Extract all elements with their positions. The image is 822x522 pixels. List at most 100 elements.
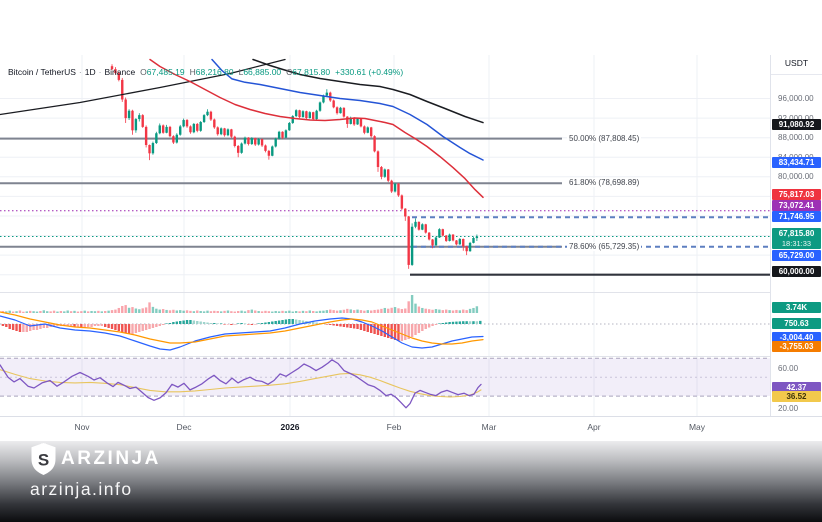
- candle-body: [274, 138, 277, 147]
- volume-bar: [445, 309, 448, 313]
- macd-histogram-bar: [18, 324, 22, 332]
- candle-body: [414, 221, 417, 227]
- price-chip: 60,000.00: [772, 265, 821, 277]
- macd-histogram-bar: [161, 324, 165, 325]
- macd-histogram-bar: [441, 323, 444, 324]
- macd-histogram-bar: [342, 324, 346, 327]
- candle-body: [179, 126, 182, 135]
- volume-bar: [472, 307, 475, 313]
- macd-histogram-bar: [468, 321, 472, 324]
- volume-bar: [417, 306, 421, 313]
- candle-body: [448, 234, 451, 241]
- price-axis[interactable]: USDT 96,000.0092,000.0088,000.0084,000.0…: [770, 55, 822, 416]
- macd-histogram-bar: [274, 321, 277, 324]
- volume-bar: [380, 308, 383, 313]
- candle-body: [294, 110, 298, 117]
- macd-histogram-bar: [127, 324, 131, 334]
- macd-histogram-bar: [223, 324, 226, 325]
- volume-bar: [59, 311, 63, 313]
- candle-body: [219, 128, 223, 135]
- candle-body: [291, 116, 294, 123]
- candle-body: [318, 102, 322, 111]
- price-chip: 36.52: [772, 390, 821, 402]
- currency-toggle[interactable]: USDT: [771, 58, 822, 75]
- volume-bar: [236, 311, 240, 313]
- price-chip: 71,746.95: [772, 211, 821, 222]
- macd-signal-line: [0, 311, 484, 345]
- candle-body: [410, 226, 414, 265]
- volume-bar: [410, 295, 414, 313]
- candle-body: [257, 139, 260, 145]
- candle-body: [312, 112, 315, 120]
- ma_blue: [211, 58, 484, 161]
- macd-histogram-bar: [247, 324, 250, 325]
- macd-histogram-bar: [206, 322, 209, 324]
- volume-bar: [301, 310, 305, 313]
- macd-histogram-bar: [86, 324, 90, 327]
- macd-histogram-bar: [393, 324, 397, 340]
- volume-bar: [49, 311, 52, 313]
- volume-bar: [161, 309, 165, 313]
- candle-body: [223, 128, 226, 136]
- macd-histogram-bar: [410, 324, 414, 337]
- volume-bar: [165, 309, 168, 313]
- volume-bar: [315, 311, 318, 313]
- candle-body: [247, 137, 250, 145]
- volume-bar: [168, 310, 172, 313]
- macd-histogram-bar: [291, 319, 294, 324]
- price-chart-canvas[interactable]: [0, 0, 770, 416]
- time-axis[interactable]: Nov Dec 2026 Feb Mar Apr May: [0, 416, 822, 442]
- macd-histogram-bar: [267, 322, 271, 324]
- volume-bar: [175, 310, 179, 313]
- volume-bar: [83, 310, 86, 313]
- volume-bar: [86, 311, 90, 313]
- volume-bar: [134, 308, 138, 313]
- macd-histogram-bar: [192, 320, 196, 324]
- volume-bar: [342, 309, 346, 313]
- volume-bar: [155, 308, 158, 313]
- macd-histogram-bar: [288, 319, 291, 324]
- price-chip: -3,755.03: [772, 340, 821, 352]
- candle-body: [421, 224, 424, 230]
- volume-bar: [233, 311, 236, 313]
- volume-bar: [5, 311, 8, 313]
- candle-body: [281, 131, 284, 138]
- volume-bar: [462, 309, 465, 313]
- volume-bar: [404, 308, 407, 313]
- candle-body: [141, 115, 144, 127]
- macd-histogram-bar: [52, 324, 56, 327]
- volume-bar: [46, 311, 49, 313]
- macd-histogram-bar: [407, 324, 410, 339]
- candle-body: [305, 111, 308, 119]
- macd-histogram-bar: [332, 324, 335, 326]
- volume-bar: [202, 311, 206, 313]
- volume-bar: [209, 311, 213, 313]
- time-axis-label: Apr: [587, 422, 601, 432]
- candle-body: [155, 133, 158, 144]
- volume-bar: [424, 308, 427, 313]
- macd-histogram-bar: [117, 324, 121, 331]
- svg-text:S: S: [38, 451, 49, 470]
- candle-body: [458, 238, 462, 245]
- volume-bar: [421, 307, 424, 313]
- volume-bar: [468, 308, 472, 313]
- volume-bar: [22, 311, 25, 313]
- volume-bar: [257, 311, 260, 313]
- macd-histogram-bar: [298, 320, 301, 324]
- macd-histogram-bar: [104, 324, 107, 327]
- macd-histogram-bar: [404, 324, 407, 340]
- macd-histogram-bar: [352, 324, 356, 329]
- time-axis-label: May: [688, 422, 706, 432]
- candle-body: [390, 180, 393, 192]
- candle-body: [393, 183, 397, 192]
- macd-histogram-bar: [179, 321, 182, 324]
- volume-bar: [226, 310, 230, 313]
- brand-block: S ARZINJA arzinja.info: [30, 443, 161, 500]
- candle-body: [359, 118, 363, 127]
- candle-body: [346, 116, 349, 124]
- axis-price-label: 80,000.00: [778, 172, 814, 182]
- candle-body: [434, 237, 438, 246]
- macd-line: [0, 315, 484, 351]
- candle-body: [369, 127, 373, 137]
